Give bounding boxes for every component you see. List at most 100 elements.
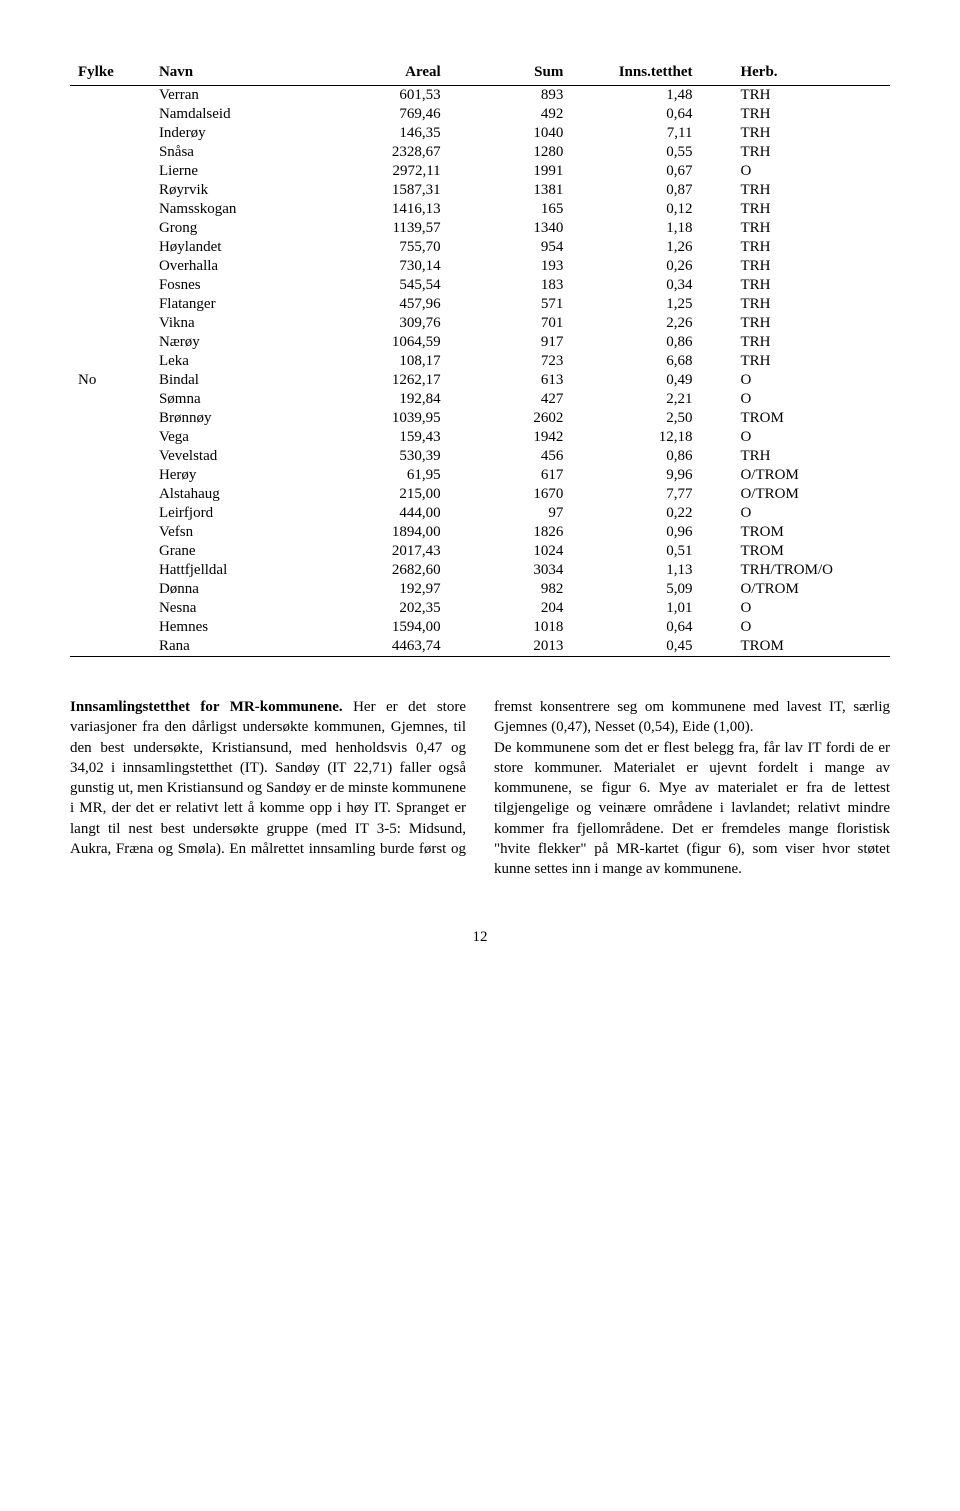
cell: 183: [449, 276, 572, 295]
cell: 0,64: [571, 105, 700, 124]
cell: Brønnøy: [151, 409, 323, 428]
cell: [70, 485, 151, 504]
cell: 893: [449, 86, 572, 106]
col-fylke: Fylke: [70, 60, 151, 86]
cell: 2,21: [571, 390, 700, 409]
table-row: Overhalla730,141930,26TRH: [70, 257, 890, 276]
cell: 309,76: [323, 314, 448, 333]
table-row: Herøy61,956179,96O/TROM: [70, 466, 890, 485]
cell: TRH: [700, 219, 890, 238]
cell: Hemnes: [151, 618, 323, 637]
col-navn: Navn: [151, 60, 323, 86]
lead-bold: Innsamlingstetthet for MR-kommunene.: [70, 699, 343, 715]
cell: TROM: [700, 637, 890, 657]
cell: 193: [449, 257, 572, 276]
table-row: Fosnes545,541830,34TRH: [70, 276, 890, 295]
col-herb: Herb.: [700, 60, 890, 86]
cell: 982: [449, 580, 572, 599]
body-text: Innsamlingstetthet for MR-kommunene. Her…: [70, 697, 890, 879]
cell: 12,18: [571, 428, 700, 447]
cell: No: [70, 371, 151, 390]
col-sum: Sum: [449, 60, 572, 86]
cell: TRH: [700, 86, 890, 106]
cell: TRH: [700, 238, 890, 257]
cell: Vefsn: [151, 523, 323, 542]
cell: Dønna: [151, 580, 323, 599]
cell: TRH: [700, 333, 890, 352]
cell: [70, 504, 151, 523]
cell: 444,00: [323, 504, 448, 523]
cell: 2,50: [571, 409, 700, 428]
cell: [70, 124, 151, 143]
cell: 1894,00: [323, 523, 448, 542]
cell: 202,35: [323, 599, 448, 618]
cell: 0,22: [571, 504, 700, 523]
cell: O/TROM: [700, 485, 890, 504]
cell: Rana: [151, 637, 323, 657]
cell: 492: [449, 105, 572, 124]
cell: O: [700, 428, 890, 447]
cell: Verran: [151, 86, 323, 106]
cell: [70, 314, 151, 333]
table-row: Hattfjelldal2682,6030341,13TRH/TROM/O: [70, 561, 890, 580]
cell: 0,55: [571, 143, 700, 162]
cell: 7,77: [571, 485, 700, 504]
cell: [70, 637, 151, 657]
cell: [70, 276, 151, 295]
table-row: Vefsn1894,0018260,96TROM: [70, 523, 890, 542]
cell: 1,26: [571, 238, 700, 257]
table-row: Sømna192,844272,21O: [70, 390, 890, 409]
cell: 1340: [449, 219, 572, 238]
table-row: Hemnes1594,0010180,64O: [70, 618, 890, 637]
cell: Hattfjelldal: [151, 561, 323, 580]
cell: Overhalla: [151, 257, 323, 276]
table-row: Leka108,177236,68TRH: [70, 352, 890, 371]
cell: 1826: [449, 523, 572, 542]
cell: Flatanger: [151, 295, 323, 314]
cell: [70, 447, 151, 466]
cell: O: [700, 162, 890, 181]
cell: [70, 143, 151, 162]
cell: 1594,00: [323, 618, 448, 637]
cell: 769,46: [323, 105, 448, 124]
cell: 159,43: [323, 428, 448, 447]
cell: Røyrvik: [151, 181, 323, 200]
cell: TRH: [700, 257, 890, 276]
table-row: NoBindal1262,176130,49O: [70, 371, 890, 390]
cell: 456: [449, 447, 572, 466]
cell: Sømna: [151, 390, 323, 409]
cell: [70, 580, 151, 599]
cell: 108,17: [323, 352, 448, 371]
cell: Snåsa: [151, 143, 323, 162]
cell: Lierne: [151, 162, 323, 181]
cell: Leirfjord: [151, 504, 323, 523]
cell: 2682,60: [323, 561, 448, 580]
table-row: Brønnøy1039,9526022,50TROM: [70, 409, 890, 428]
cell: 1,48: [571, 86, 700, 106]
cell: Nærøy: [151, 333, 323, 352]
cell: 165: [449, 200, 572, 219]
cell: TRH: [700, 143, 890, 162]
cell: 5,09: [571, 580, 700, 599]
cell: [70, 257, 151, 276]
cell: 0,34: [571, 276, 700, 295]
table-row: Alstahaug215,0016707,77O/TROM: [70, 485, 890, 504]
cell: Namdalseid: [151, 105, 323, 124]
cell: [70, 105, 151, 124]
cell: 0,64: [571, 618, 700, 637]
cell: 0,49: [571, 371, 700, 390]
cell: 1991: [449, 162, 572, 181]
cell: O/TROM: [700, 466, 890, 485]
cell: TRH: [700, 295, 890, 314]
data-table: Fylke Navn Areal Sum Inns.tetthet Herb. …: [70, 60, 890, 657]
cell: TROM: [700, 523, 890, 542]
cell: O: [700, 618, 890, 637]
col-tetthet: Inns.tetthet: [571, 60, 700, 86]
cell: 1,25: [571, 295, 700, 314]
paragraph-right: De kommunene som det er flest belegg fra…: [494, 738, 890, 880]
table-row: Inderøy146,3510407,11TRH: [70, 124, 890, 143]
cell: TRH: [700, 314, 890, 333]
cell: 0,86: [571, 447, 700, 466]
cell: [70, 238, 151, 257]
cell: [70, 409, 151, 428]
